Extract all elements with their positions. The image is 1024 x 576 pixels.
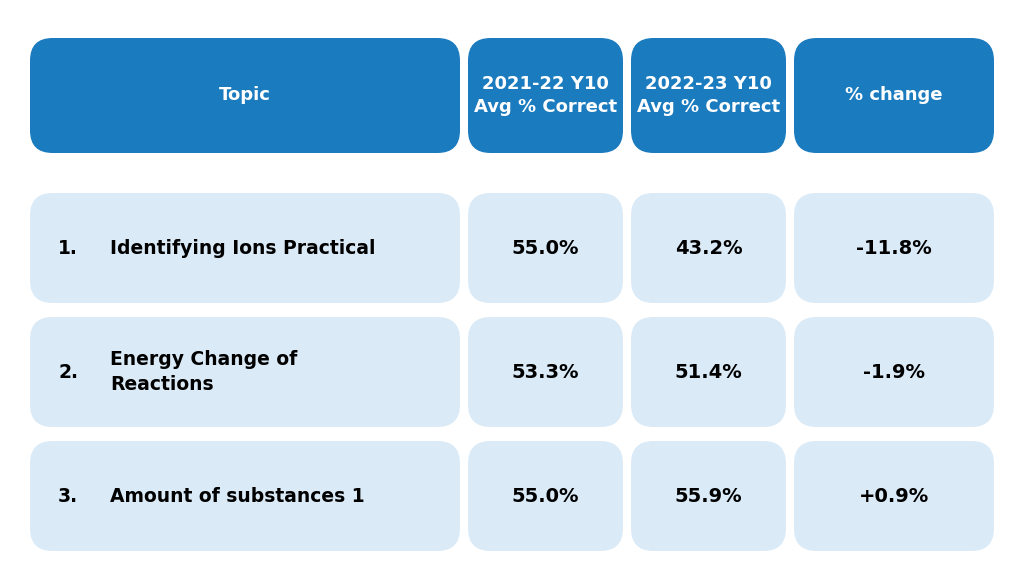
Text: +0.9%: +0.9% [859, 487, 929, 506]
Text: 2021-22 Y10
Avg % Correct: 2021-22 Y10 Avg % Correct [474, 75, 617, 116]
Text: Energy Change of
Reactions: Energy Change of Reactions [110, 350, 297, 394]
Text: % change: % change [845, 86, 943, 104]
Text: 53.3%: 53.3% [512, 362, 580, 381]
Text: 55.9%: 55.9% [675, 487, 742, 506]
Text: Amount of substances 1: Amount of substances 1 [110, 487, 365, 506]
FancyBboxPatch shape [468, 193, 623, 303]
Text: 55.0%: 55.0% [512, 238, 580, 257]
FancyBboxPatch shape [631, 441, 786, 551]
FancyBboxPatch shape [468, 317, 623, 427]
Text: -1.9%: -1.9% [863, 362, 925, 381]
FancyBboxPatch shape [468, 441, 623, 551]
FancyBboxPatch shape [794, 38, 994, 153]
Text: 1.: 1. [58, 238, 78, 257]
FancyBboxPatch shape [30, 38, 460, 153]
FancyBboxPatch shape [631, 38, 786, 153]
Text: 2022-23 Y10
Avg % Correct: 2022-23 Y10 Avg % Correct [637, 75, 780, 116]
FancyBboxPatch shape [794, 441, 994, 551]
Text: 3.: 3. [58, 487, 78, 506]
FancyBboxPatch shape [794, 193, 994, 303]
FancyBboxPatch shape [30, 441, 460, 551]
FancyBboxPatch shape [794, 317, 994, 427]
Text: 43.2%: 43.2% [675, 238, 742, 257]
FancyBboxPatch shape [631, 317, 786, 427]
FancyBboxPatch shape [631, 193, 786, 303]
FancyBboxPatch shape [30, 193, 460, 303]
Text: 2.: 2. [58, 362, 78, 381]
FancyBboxPatch shape [468, 38, 623, 153]
Text: -11.8%: -11.8% [856, 238, 932, 257]
Text: 51.4%: 51.4% [675, 362, 742, 381]
Text: 55.0%: 55.0% [512, 487, 580, 506]
Text: Identifying Ions Practical: Identifying Ions Practical [110, 238, 376, 257]
FancyBboxPatch shape [30, 317, 460, 427]
Text: Topic: Topic [219, 86, 271, 104]
